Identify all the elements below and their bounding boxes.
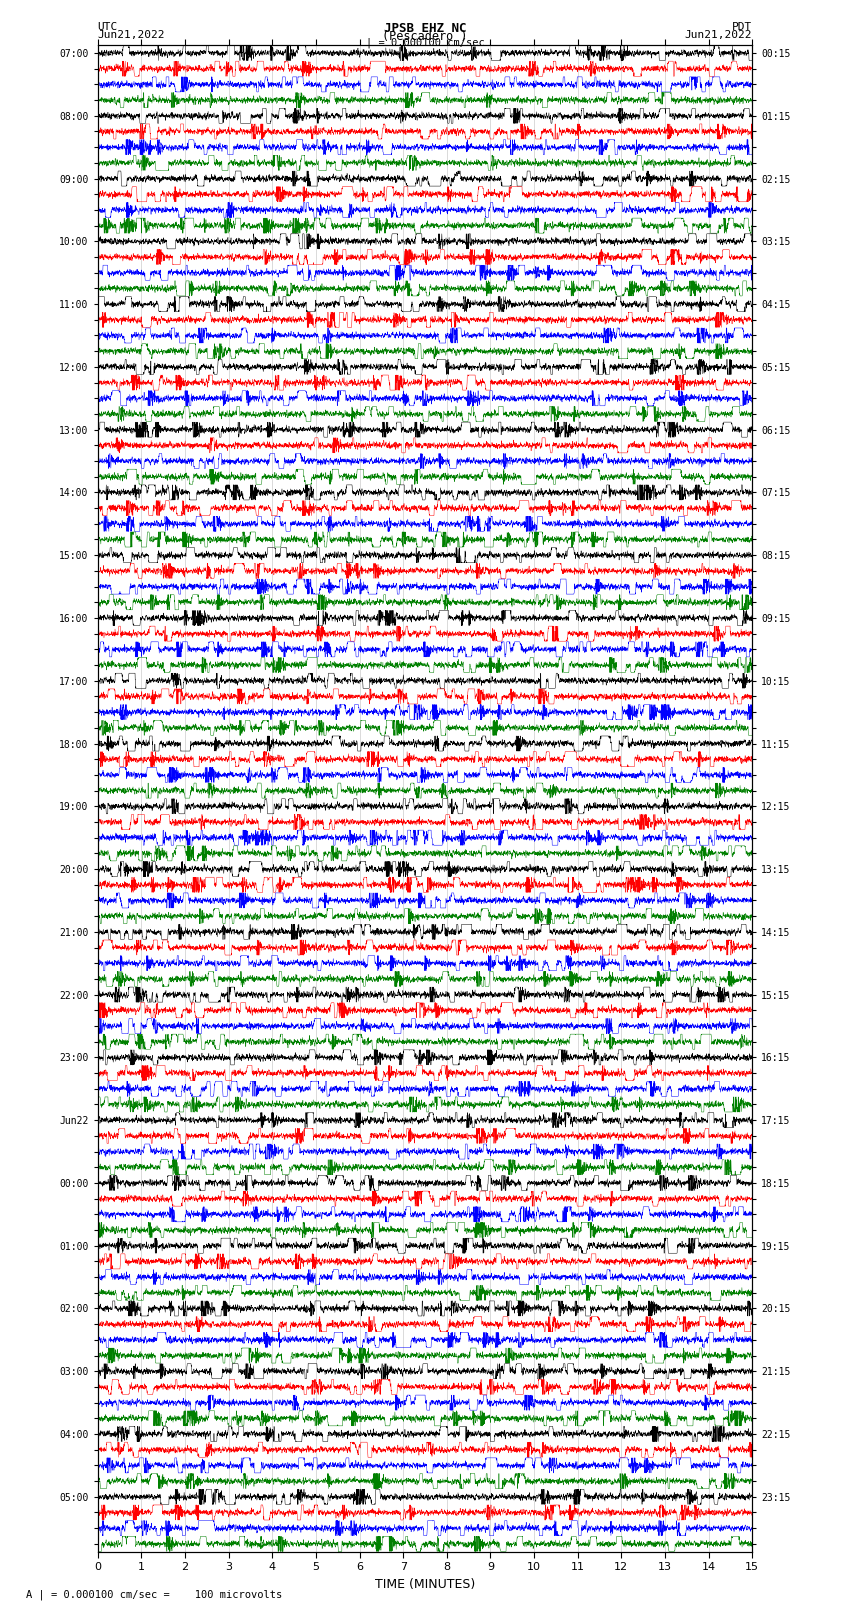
Text: | = 0.000100 cm/sec: | = 0.000100 cm/sec — [366, 37, 484, 48]
Text: UTC: UTC — [98, 23, 118, 32]
Text: Jun21,2022: Jun21,2022 — [685, 31, 752, 40]
Text: Jun21,2022: Jun21,2022 — [98, 31, 165, 40]
Text: PDT: PDT — [732, 23, 752, 32]
X-axis label: TIME (MINUTES): TIME (MINUTES) — [375, 1578, 475, 1590]
Text: (Pescadero ): (Pescadero ) — [382, 31, 468, 44]
Text: A | = 0.000100 cm/sec =    100 microvolts: A | = 0.000100 cm/sec = 100 microvolts — [26, 1589, 281, 1600]
Text: JPSB EHZ NC: JPSB EHZ NC — [383, 23, 467, 35]
